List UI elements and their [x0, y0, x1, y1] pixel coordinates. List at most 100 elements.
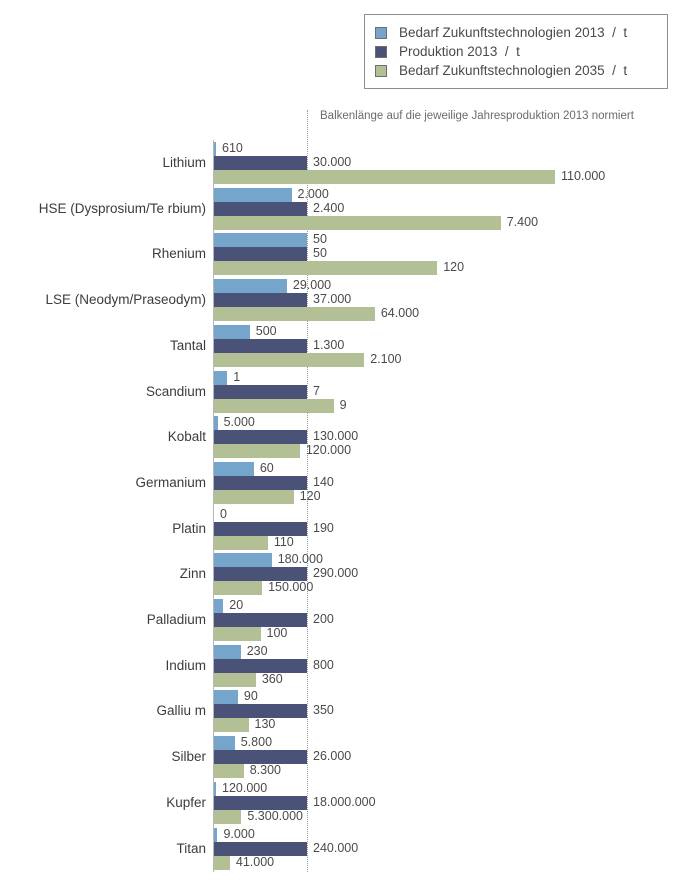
category-label: HSE (Dysprosium/Te rbium): [38, 200, 206, 216]
bar-value-label: 1.300: [313, 337, 345, 352]
bar-track: 120: [214, 260, 680, 276]
bar-segment: [214, 535, 268, 550]
bar-track: 9: [214, 397, 680, 413]
chart-row: Silber 5.800 26.000 8.300: [0, 735, 680, 782]
legend-item-label: Produktion 2013 / t: [399, 44, 520, 59]
bar-value-label: 290.000: [313, 566, 359, 581]
bar-track: 5.800: [214, 735, 680, 751]
bar-value-label: 41.000: [235, 854, 275, 869]
bar-track: 26.000: [214, 749, 680, 765]
bar-value-label: 110: [273, 534, 294, 549]
bar-segment: [214, 215, 501, 230]
bar-value-label: 2.400: [313, 200, 345, 215]
bar-track: 360: [214, 672, 680, 687]
bar-value-label: 130: [254, 717, 276, 732]
bar-value-label: 9: [339, 397, 347, 412]
bar-segment: [214, 475, 307, 490]
bar-segment: [214, 279, 287, 294]
bar-segment: [214, 781, 216, 796]
bar-value-label: 120: [443, 260, 465, 275]
category-label: Titan: [176, 840, 206, 856]
bar-value-label: 120: [299, 488, 321, 503]
bar-value-label: 7: [313, 383, 320, 398]
bar-segment: [214, 736, 235, 751]
bar-value-label: 350: [313, 703, 334, 718]
category-label: Kobalt: [167, 429, 206, 445]
bar-value-label: 37.000: [313, 292, 352, 307]
bar-segment: [214, 293, 307, 308]
normalization-reference-line: [307, 110, 308, 872]
chart-row: Zinn 180.000 290.000 150.000: [0, 552, 680, 599]
bar-segment: [214, 247, 307, 262]
legend-item: Bedarf Zukunftstechnologien 2013 / t: [375, 23, 657, 42]
bar-track: 8.300: [214, 763, 680, 779]
bar-segment: [214, 599, 224, 613]
bar-track: 29.000: [214, 278, 680, 294]
bar-track: 140: [214, 474, 680, 490]
bar-group: 500 1.300 2.100: [214, 324, 680, 371]
bar-segment: [214, 567, 307, 582]
bar-segment: [214, 489, 294, 504]
normalization-note: Balkenlänge auf die jeweilige Jahresprod…: [320, 110, 634, 122]
bar-group: 5.000 130.000 120.000: [214, 415, 680, 462]
bar-track: 37.000: [214, 292, 680, 308]
bar-segment: [214, 307, 375, 322]
bar-track: 41.000: [214, 854, 680, 870]
category-label: Silber: [171, 749, 206, 765]
bar-track: 7: [214, 383, 680, 399]
bar-group: 29.000 37.000 64.000: [214, 278, 680, 325]
bar-track: 1.300: [214, 337, 680, 353]
bar-track: 60: [214, 461, 680, 476]
legend-swatch-icon: [375, 64, 387, 77]
bar-track: 290.000: [214, 566, 680, 582]
bar-segment: [214, 644, 241, 659]
bar-group: 0 190 110: [214, 507, 680, 554]
bar-track: 130: [214, 717, 680, 733]
bar-track: 2.100: [214, 352, 680, 367]
bar-track: 230: [214, 644, 680, 659]
bar-track: 30.000: [214, 155, 680, 170]
category-label: Palladium: [146, 612, 206, 627]
bar-group: 180.000 290.000 150.000: [214, 552, 680, 599]
bar-value-label: 7.400: [506, 214, 539, 229]
bar-group: 2.000 2.400 7.400: [214, 187, 680, 234]
legend-swatch-icon: [375, 26, 387, 39]
bar-track: 130.000: [214, 429, 680, 445]
category-label: Indium: [165, 657, 206, 673]
bar-segment: [214, 352, 365, 367]
bar-value-label: 50: [313, 232, 327, 247]
bar-value-label: 20: [229, 598, 244, 612]
bar-group: 5.800 26.000 8.300: [214, 735, 680, 782]
category-label: LSE (Neodym/Praseodym): [45, 292, 206, 308]
bar-value-label: 610: [222, 141, 243, 155]
chart-row: Kobalt 5.000 130.000 120.000: [0, 415, 680, 462]
bar-track: 500: [214, 324, 680, 339]
category-label: Scandium: [145, 383, 206, 399]
bar-track: 100: [214, 626, 680, 641]
chart-row: Scandium 1 7 9: [0, 370, 680, 417]
bar-value-label: 29.000: [292, 278, 332, 293]
bar-segment: [214, 461, 254, 476]
bar-value-label: 100: [266, 626, 288, 640]
bar-group: 230 800 360: [214, 644, 680, 691]
chart-row: Titan 9.000 240.000 41.000: [0, 827, 680, 874]
bar-segment: [214, 627, 261, 641]
bar-track: 7.400: [214, 214, 680, 230]
bar-track: 120.000: [214, 443, 680, 459]
bar-segment: [214, 795, 307, 810]
bar-segment: [214, 521, 307, 536]
bar-value-label: 90: [243, 689, 258, 704]
bar-group: 20 200 100: [214, 598, 680, 645]
bar-value-label: 50: [313, 246, 327, 261]
chart-row: Platin 0 190 110: [0, 507, 680, 554]
bar-group: 1 7 9: [214, 370, 680, 417]
bar-track: 110: [214, 534, 680, 550]
bar-track: 190: [214, 521, 680, 536]
bar-value-label: 120.000: [222, 780, 268, 795]
bar-track: 120: [214, 488, 680, 504]
bar-value-label: 18.000.000: [313, 794, 376, 809]
category-label: Galliu m: [156, 703, 206, 719]
category-label: Rhenium: [151, 246, 206, 262]
bar-value-label: 140: [313, 474, 334, 489]
